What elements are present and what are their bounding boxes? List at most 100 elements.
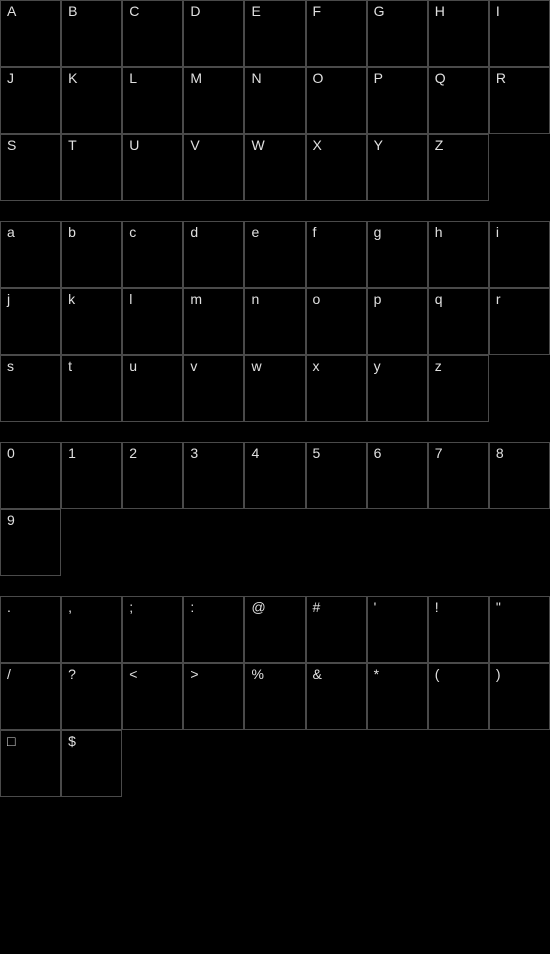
- glyph-label: m: [190, 291, 202, 307]
- glyph-label: v: [190, 358, 197, 374]
- glyph-cell: 2: [122, 442, 183, 509]
- glyph-label: F: [313, 3, 322, 19]
- glyph-cell: K: [61, 67, 122, 134]
- section-symbols: . , ; : @ # ' ! " / ? < > % & * ( ) □ $: [0, 596, 550, 797]
- glyph-label: r: [496, 291, 501, 307]
- glyph-label: x: [313, 358, 320, 374]
- glyph-label: k: [68, 291, 75, 307]
- glyph-cell: k: [61, 288, 122, 355]
- glyph-cell: U: [122, 134, 183, 201]
- glyph-label: E: [251, 3, 260, 19]
- glyph-cell: Y: [367, 134, 428, 201]
- glyph-cell: Q: [428, 67, 489, 134]
- glyph-label: &: [313, 666, 322, 682]
- glyph-label: :: [190, 599, 194, 615]
- glyph-cell: z: [428, 355, 489, 422]
- glyph-cell: X: [306, 134, 367, 201]
- glyph-label: 7: [435, 445, 443, 461]
- glyph-label: P: [374, 70, 383, 86]
- glyph-label: j: [7, 291, 10, 307]
- glyph-cell: m: [183, 288, 244, 355]
- glyph-cell: (: [428, 663, 489, 730]
- glyph-label: *: [374, 666, 379, 682]
- glyph-cell: F: [306, 0, 367, 67]
- glyph-cell: 4: [244, 442, 305, 509]
- glyph-cell: y: [367, 355, 428, 422]
- glyph-cell: ,: [61, 596, 122, 663]
- glyph-cell: ?: [61, 663, 122, 730]
- glyph-label: .: [7, 599, 11, 615]
- glyph-label: 6: [374, 445, 382, 461]
- empty-cell: [306, 509, 367, 576]
- empty-cell: [428, 730, 489, 797]
- glyph-cell: E: [244, 0, 305, 67]
- glyph-label: >: [190, 666, 198, 682]
- character-map: A B C D E F G H I J K L M N O P Q R S T …: [0, 0, 550, 954]
- empty-cell: [367, 730, 428, 797]
- glyph-cell: G: [367, 0, 428, 67]
- glyph-label: <: [129, 666, 137, 682]
- glyph-label: @: [251, 599, 265, 615]
- empty-cell: [489, 509, 550, 576]
- glyph-cell: T: [61, 134, 122, 201]
- glyph-label: b: [68, 224, 76, 240]
- glyph-cell: !: [428, 596, 489, 663]
- empty-cell: [367, 509, 428, 576]
- glyph-cell: @: [244, 596, 305, 663]
- section-uppercase: A B C D E F G H I J K L M N O P Q R S T …: [0, 0, 550, 201]
- glyph-cell: b: [61, 221, 122, 288]
- glyph-cell: &: [306, 663, 367, 730]
- glyph-cell: P: [367, 67, 428, 134]
- glyph-cell: f: [306, 221, 367, 288]
- glyph-cell: M: [183, 67, 244, 134]
- glyph-label: 1: [68, 445, 76, 461]
- glyph-label: X: [313, 137, 322, 153]
- glyph-label: B: [68, 3, 77, 19]
- glyph-cell: C: [122, 0, 183, 67]
- glyph-label: o: [313, 291, 321, 307]
- empty-cell: [183, 509, 244, 576]
- glyph-label: L: [129, 70, 137, 86]
- glyph-cell: R: [489, 67, 550, 134]
- glyph-label: Y: [374, 137, 383, 153]
- glyph-cell: 1: [61, 442, 122, 509]
- glyph-label: 4: [251, 445, 259, 461]
- glyph-label: D: [190, 3, 200, 19]
- glyph-cell: Z: [428, 134, 489, 201]
- empty-cell: [489, 355, 550, 422]
- glyph-label: d: [190, 224, 198, 240]
- glyph-cell: o: [306, 288, 367, 355]
- glyph-label: !: [435, 599, 439, 615]
- empty-cell: [244, 509, 305, 576]
- section-gap: [0, 576, 550, 596]
- glyph-label: i: [496, 224, 499, 240]
- glyph-label: Z: [435, 137, 444, 153]
- glyph-cell: i: [489, 221, 550, 288]
- glyph-cell: 9: [0, 509, 61, 576]
- glyph-cell: #: [306, 596, 367, 663]
- glyph-cell: p: [367, 288, 428, 355]
- glyph-label: V: [190, 137, 199, 153]
- glyph-label: I: [496, 3, 500, 19]
- glyph-label: #: [313, 599, 321, 615]
- glyph-label: z: [435, 358, 442, 374]
- glyph-label: ,: [68, 599, 72, 615]
- glyph-label: A: [7, 3, 16, 19]
- glyph-cell: 6: [367, 442, 428, 509]
- glyph-cell: D: [183, 0, 244, 67]
- glyph-cell: 3: [183, 442, 244, 509]
- glyph-cell: d: [183, 221, 244, 288]
- glyph-label: a: [7, 224, 15, 240]
- glyph-label: ?: [68, 666, 76, 682]
- glyph-cell: ': [367, 596, 428, 663]
- glyph-label: J: [7, 70, 14, 86]
- glyph-cell: B: [61, 0, 122, 67]
- glyph-label: 0: [7, 445, 15, 461]
- glyph-cell: e: [244, 221, 305, 288]
- glyph-label: U: [129, 137, 139, 153]
- glyph-label: 9: [7, 512, 15, 528]
- glyph-cell: O: [306, 67, 367, 134]
- glyph-cell: h: [428, 221, 489, 288]
- glyph-cell: $: [61, 730, 122, 797]
- glyph-cell: H: [428, 0, 489, 67]
